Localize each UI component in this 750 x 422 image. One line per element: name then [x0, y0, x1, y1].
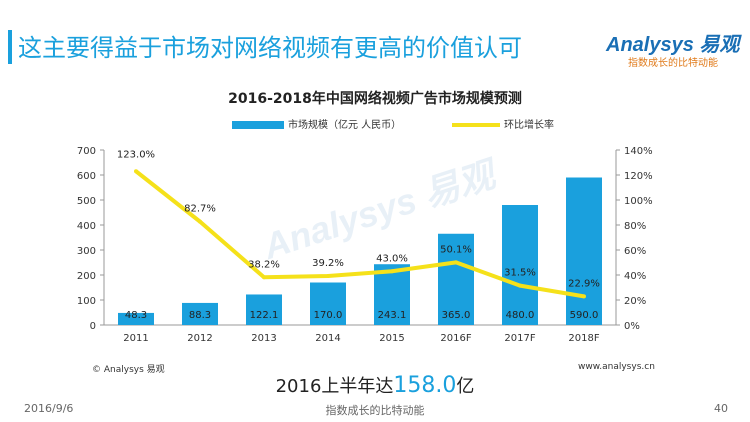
- growth-rate-label: 22.9%: [568, 278, 600, 289]
- growth-rate-label: 43.0%: [376, 253, 408, 264]
- summary-value: 158.0: [393, 373, 457, 398]
- y-left-tick-label: 600: [77, 171, 96, 182]
- bar-value-label: 48.3: [125, 310, 147, 321]
- growth-rate-point: [262, 275, 266, 280]
- y-right-tick-label: 20%: [624, 296, 646, 307]
- bar-value-label: 480.0: [506, 310, 535, 321]
- bar-2012: [182, 302, 218, 325]
- copyright-text: © Analysys 易观: [92, 365, 165, 375]
- x-tick-label: 2011: [123, 333, 148, 344]
- y-right-tick-label: 40%: [624, 271, 646, 282]
- growth-rate-point: [582, 294, 586, 299]
- legend-item-line: 环比增长率: [452, 116, 554, 131]
- x-tick-label: 2013: [251, 333, 276, 344]
- logo-text: nalysys 易观: [620, 34, 740, 56]
- bar-2015: [374, 264, 410, 325]
- growth-rate-label: 38.2%: [248, 259, 280, 270]
- page-number: 40: [714, 402, 728, 415]
- growth-rate-label: 82.7%: [184, 204, 216, 215]
- bar-2011: [118, 312, 154, 325]
- chart-title: 2016-2018年中国网络视频广告市场规模预测: [228, 91, 522, 107]
- y-left-tick-label: 200: [77, 271, 96, 282]
- bar-value-label: 122.1: [250, 310, 279, 321]
- bar-2013: [246, 294, 282, 325]
- title-accent-bar: [8, 30, 12, 64]
- bar-value-label: 365.0: [442, 310, 471, 321]
- y-left-tick-label: 400: [77, 221, 96, 232]
- footer-slogan: 指数成长的比特动能: [325, 404, 425, 417]
- summary-suffix: 亿: [456, 376, 475, 397]
- y-right-tick-label: 120%: [624, 171, 653, 182]
- slide-title: 这主要得益于市场对网络视频有更高的价值认可: [18, 34, 522, 62]
- y-left-tick-label: 500: [77, 196, 96, 207]
- y-right-tick-label: 60%: [624, 246, 646, 257]
- growth-rate-label: 39.2%: [312, 258, 344, 269]
- analysys-logo: Analysys 易观: [606, 28, 739, 57]
- website-link[interactable]: www.analysys.cn: [578, 362, 655, 372]
- logo-a-glyph: A: [606, 34, 621, 56]
- y-right-tick-label: 80%: [624, 221, 646, 232]
- bar-value-label: 243.1: [378, 310, 407, 321]
- growth-rate-point: [134, 169, 138, 174]
- bar-value-label: 590.0: [570, 310, 599, 321]
- summary-prefix: 2016上半年达: [275, 376, 394, 397]
- growth-rate-line: [134, 169, 585, 299]
- y-right-tick-label: 0%: [624, 321, 640, 332]
- y-left-tick-label: 300: [77, 246, 96, 257]
- y-right-tick-label: 140%: [624, 146, 653, 157]
- x-tick-label: 2012: [187, 333, 212, 344]
- x-tick-label: 2014: [315, 333, 340, 344]
- x-tick-label: 2016F: [440, 333, 471, 344]
- y-left-tick-label: 0: [90, 321, 96, 332]
- legend-swatch-bar: [232, 121, 284, 129]
- growth-rate-point: [390, 269, 394, 274]
- x-tick-label: 2015: [379, 333, 404, 344]
- legend-item-bar: 市场规模（亿元 人民币）: [232, 116, 401, 131]
- bar-2016F: [438, 233, 474, 325]
- legend-swatch-line: [452, 123, 500, 127]
- footer-date: 2016/9/6: [24, 402, 74, 415]
- legend-label-line: 环比增长率: [504, 120, 554, 131]
- growth-rate-label: 50.1%: [440, 244, 472, 255]
- logo-slogan: 指数成长的比特动能: [628, 58, 718, 69]
- bar-value-label: 170.0: [314, 310, 343, 321]
- growth-rate-point: [454, 260, 458, 265]
- bar-2014: [310, 282, 346, 325]
- legend-label-bar: 市场规模（亿元 人民币）: [288, 120, 402, 131]
- y-left-tick-label: 100: [77, 296, 96, 307]
- growth-rate-label: 123.0%: [117, 149, 155, 160]
- growth-rate-point: [518, 283, 522, 288]
- x-tick-label: 2018F: [568, 333, 599, 344]
- growth-rate-label: 31.5%: [504, 268, 536, 279]
- y-left-tick-label: 700: [77, 146, 96, 157]
- bar-2018F: [566, 177, 602, 325]
- y-right-tick-label: 100%: [624, 196, 653, 207]
- bar-value-label: 88.3: [189, 310, 211, 321]
- bar-2017F: [502, 205, 538, 325]
- summary-callout: 2016上半年达158.0亿: [0, 372, 750, 398]
- x-tick-label: 2017F: [504, 333, 535, 344]
- growth-rate-point: [326, 274, 330, 278]
- growth-rate-point: [198, 219, 202, 224]
